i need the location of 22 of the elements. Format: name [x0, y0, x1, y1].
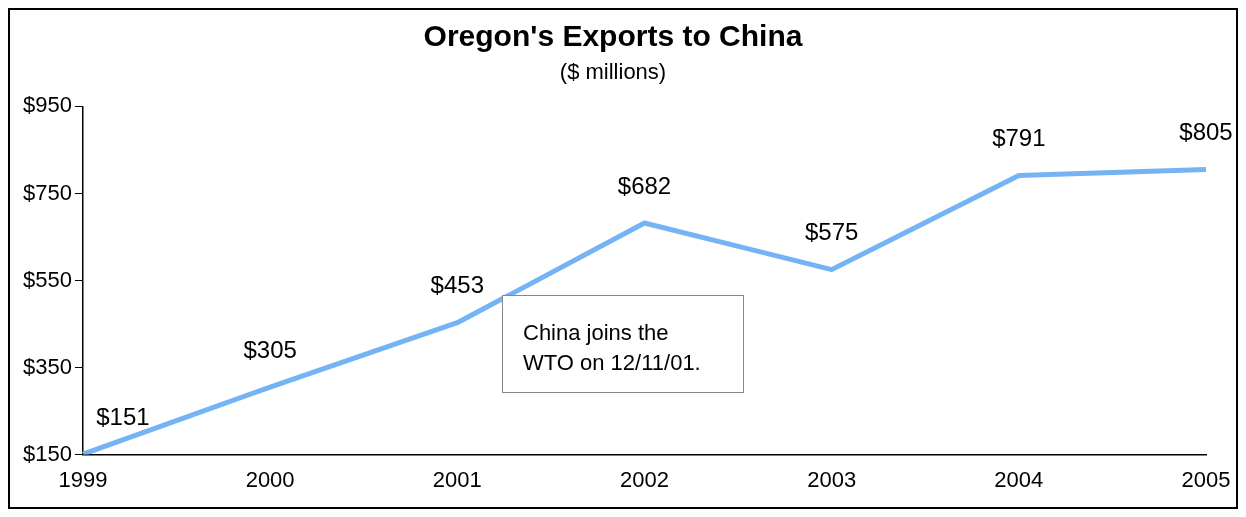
data-label: $305	[243, 335, 297, 363]
data-label: $791	[992, 124, 1046, 152]
x-tick-label: 1999	[58, 466, 108, 492]
data-label: $575	[804, 218, 859, 246]
chart-subtitle: ($ millions)	[559, 59, 667, 85]
data-label: $682	[617, 171, 672, 199]
x-tick-label: 2000	[245, 466, 295, 492]
y-tick-label: $750	[22, 179, 72, 205]
x-tick-label: 2003	[807, 466, 857, 492]
data-label: $805	[1179, 118, 1233, 146]
x-tick-label: 2002	[619, 466, 669, 492]
data-label: $151	[96, 402, 150, 430]
data-label: $453	[430, 271, 484, 299]
x-tick-label: 2004	[994, 466, 1044, 492]
y-tick-label: $550	[22, 266, 72, 292]
y-tick-label: $150	[22, 440, 72, 466]
x-tick-label: 2005	[1181, 466, 1231, 492]
chart-title: Oregon's Exports to China	[423, 19, 803, 53]
y-tick-label: $950	[22, 92, 72, 118]
y-tick-label: $350	[22, 353, 72, 379]
callout-box: China joins the WTO on 12/11/01.	[502, 295, 744, 393]
x-tick-label: 2001	[432, 466, 482, 492]
